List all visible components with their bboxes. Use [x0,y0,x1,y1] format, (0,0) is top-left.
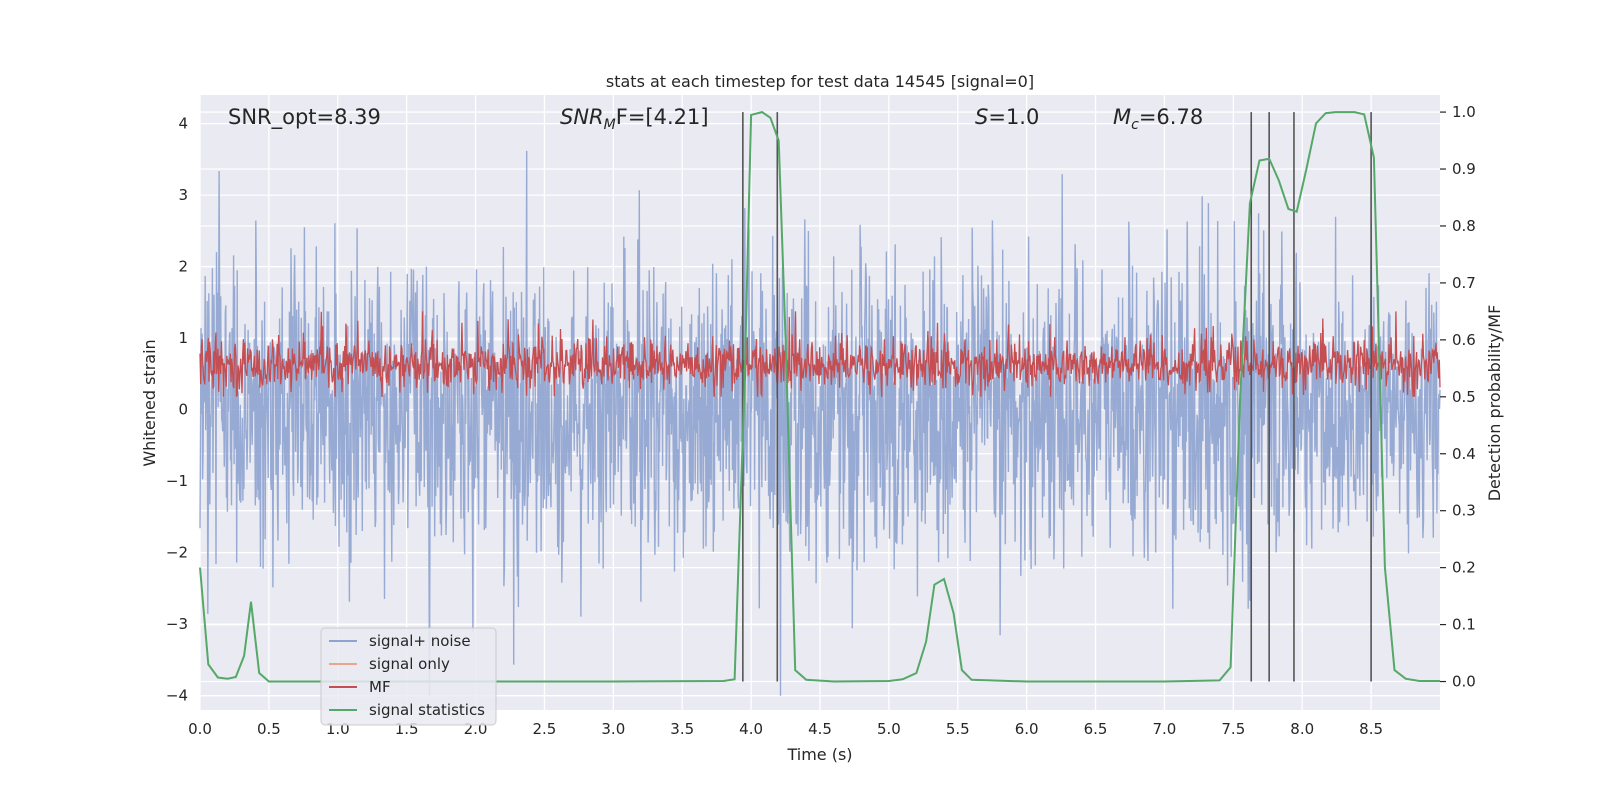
right-tick-label: 0.5 [1452,388,1476,406]
x-tick-label: 4.5 [808,720,832,738]
vertical-markers [742,112,1372,682]
annotation-text: S=1.0 [975,105,1039,129]
x-tick-label: 0.0 [188,720,212,738]
x-tick-label: 8.0 [1290,720,1314,738]
x-tick-label: 7.5 [1221,720,1245,738]
right-tick-label: 0.9 [1452,160,1476,178]
x-tick-label: 0.5 [257,720,281,738]
mf-series [199,311,1441,398]
annotation-text: Mc=6.78 [1113,105,1203,133]
legend-label: MF [369,678,391,696]
right-axis-label: Detection probability/MF [1485,305,1504,502]
x-tick-label: 4.0 [739,720,763,738]
left-tick-label: −2 [166,544,188,562]
annotation-text: SNRMF=[4.21] [560,105,709,133]
left-tick-label: 2 [178,258,188,276]
left-tick-label: 0 [178,401,188,419]
left-axis-label: Whitened strain [140,339,159,466]
x-tick-label: 3.5 [670,720,694,738]
x-tick-label: 7.0 [1153,720,1177,738]
right-tick-label: 1.0 [1452,103,1476,121]
chart-title: stats at each timestep for test data 145… [606,72,1034,91]
right-tick-label: 0.4 [1452,445,1476,463]
right-tick-label: 0.6 [1452,331,1476,349]
left-tick-label: −4 [166,687,188,705]
left-tick-label: −3 [166,615,188,633]
x-tick-label: 3.0 [601,720,625,738]
right-axis-ticks: 1.0 0.9 0.8 0.7 0.6 0.5 0.4 0.3 0.2 0.1 0.0 [1440,103,1476,691]
x-axis-label: Time (s) [786,745,852,764]
legend-frame [320,627,497,726]
mf-line [199,311,1441,398]
legend: signal+ noise signal only MF signal statist… [320,627,497,726]
x-tick-label: 6.5 [1084,720,1108,738]
right-tick-label: 0.3 [1452,502,1476,520]
right-tick-label: 0.8 [1452,217,1476,235]
left-tick-label: −1 [166,472,188,490]
annotations: SNR_opt=8.39 SNRMF=[4.21] S=1.0 Mc=6.78 [228,105,1203,133]
annotation-text: SNR_opt=8.39 [228,105,381,130]
right-tick-label: 0.1 [1452,616,1476,634]
legend-label: signal only [369,655,450,673]
right-tick-label: 0.2 [1452,559,1476,577]
legend-label: signal+ noise [369,632,471,650]
x-tick-label: 6.0 [1015,720,1039,738]
x-tick-label: 2.5 [533,720,557,738]
right-tick-label: 0.0 [1452,673,1476,691]
left-tick-label: 4 [178,115,188,133]
left-tick-label: 1 [178,329,188,347]
left-axis-ticks: 4 3 2 1 0 −1 −2 −3 −4 [166,115,188,705]
left-tick-label: 3 [178,186,188,204]
right-tick-label: 0.7 [1452,274,1476,292]
x-tick-label: 5.5 [946,720,970,738]
x-tick-label: 8.5 [1359,720,1383,738]
legend-label: signal statistics [369,701,485,719]
x-tick-label: 5.0 [877,720,901,738]
